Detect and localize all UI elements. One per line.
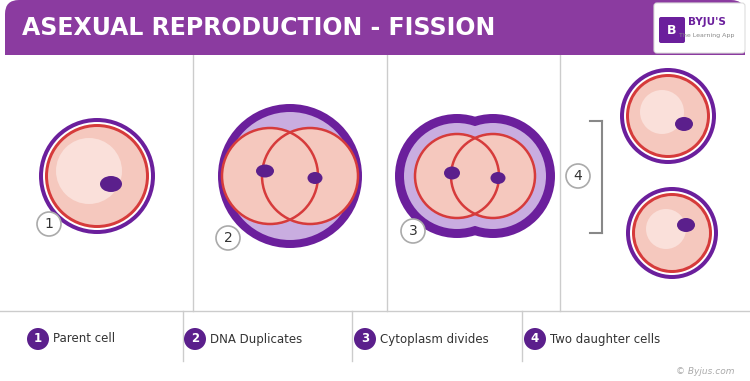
Text: Cytoplasm divides: Cytoplasm divides xyxy=(380,333,489,346)
Circle shape xyxy=(262,128,358,224)
Text: 2: 2 xyxy=(191,333,199,346)
Circle shape xyxy=(37,212,61,236)
Text: B: B xyxy=(668,24,676,37)
Circle shape xyxy=(624,72,712,160)
Circle shape xyxy=(566,164,590,188)
Circle shape xyxy=(226,112,354,240)
Circle shape xyxy=(216,226,240,250)
Text: 3: 3 xyxy=(361,333,369,346)
Ellipse shape xyxy=(677,218,695,232)
Text: 4: 4 xyxy=(574,169,582,183)
Text: DNA Duplicates: DNA Duplicates xyxy=(210,333,302,346)
Text: © Byjus.com: © Byjus.com xyxy=(676,367,735,376)
Circle shape xyxy=(431,114,555,238)
Circle shape xyxy=(415,134,499,218)
Circle shape xyxy=(45,124,149,228)
Ellipse shape xyxy=(308,172,322,184)
Circle shape xyxy=(404,123,510,229)
Circle shape xyxy=(222,128,318,224)
Circle shape xyxy=(184,328,206,350)
Circle shape xyxy=(27,328,49,350)
Circle shape xyxy=(451,134,535,218)
Circle shape xyxy=(354,328,376,350)
Circle shape xyxy=(626,74,710,158)
Circle shape xyxy=(629,77,707,155)
Circle shape xyxy=(401,219,425,243)
Text: 4: 4 xyxy=(531,333,539,346)
Text: Parent cell: Parent cell xyxy=(53,333,116,346)
Text: 1: 1 xyxy=(44,217,53,231)
Circle shape xyxy=(43,122,151,230)
FancyBboxPatch shape xyxy=(654,3,745,53)
Ellipse shape xyxy=(100,176,122,192)
Bar xyxy=(5,35,745,55)
Circle shape xyxy=(626,187,718,279)
Text: The Learning App: The Learning App xyxy=(680,32,735,37)
Circle shape xyxy=(640,90,684,134)
Circle shape xyxy=(620,68,716,164)
Ellipse shape xyxy=(256,165,274,178)
Circle shape xyxy=(218,104,362,248)
Text: 1: 1 xyxy=(34,333,42,346)
Circle shape xyxy=(56,138,122,204)
Circle shape xyxy=(440,123,546,229)
Ellipse shape xyxy=(490,172,506,184)
Circle shape xyxy=(395,114,519,238)
Text: Two daughter cells: Two daughter cells xyxy=(550,333,660,346)
Circle shape xyxy=(630,191,714,275)
FancyBboxPatch shape xyxy=(659,17,685,43)
Circle shape xyxy=(524,328,546,350)
Ellipse shape xyxy=(444,166,460,179)
Text: 2: 2 xyxy=(224,231,232,245)
FancyBboxPatch shape xyxy=(5,0,745,55)
Ellipse shape xyxy=(675,117,693,131)
Circle shape xyxy=(646,209,686,249)
Text: ASEXUAL REPRODUCTION - FISSION: ASEXUAL REPRODUCTION - FISSION xyxy=(22,16,495,40)
Circle shape xyxy=(635,196,709,270)
Circle shape xyxy=(48,127,146,225)
Text: BYJU'S: BYJU'S xyxy=(688,17,726,27)
Circle shape xyxy=(39,118,155,234)
Text: 3: 3 xyxy=(409,224,417,238)
Circle shape xyxy=(632,193,712,273)
